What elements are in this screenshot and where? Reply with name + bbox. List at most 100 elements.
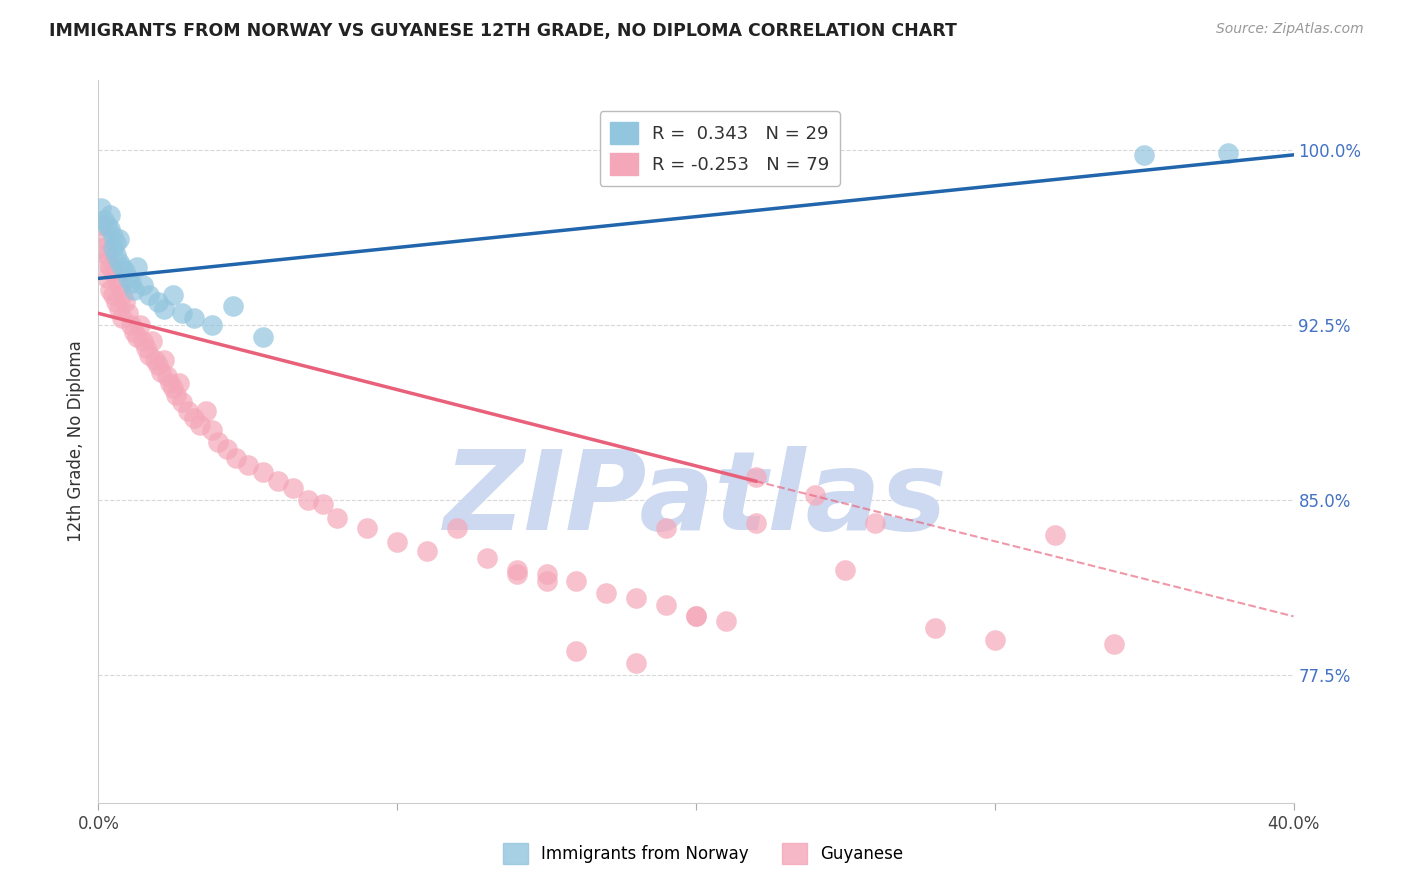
Point — [326, 511, 349, 525]
Point — [132, 334, 155, 349]
Point — [714, 614, 737, 628]
Point — [120, 276, 142, 290]
Point — [225, 450, 247, 465]
Point — [96, 248, 118, 262]
Point — [148, 294, 170, 309]
Point — [356, 521, 378, 535]
Point — [565, 644, 588, 658]
Point — [105, 236, 128, 251]
Point — [183, 411, 205, 425]
Point — [135, 341, 157, 355]
Point — [685, 609, 707, 624]
Point — [98, 222, 122, 236]
Point — [165, 388, 187, 402]
Point — [804, 488, 827, 502]
Point — [148, 358, 170, 372]
Point — [117, 306, 139, 320]
Point — [141, 334, 163, 349]
Point — [108, 278, 131, 293]
Point — [103, 264, 125, 278]
Point — [150, 365, 173, 379]
Point — [1104, 637, 1126, 651]
Point — [267, 474, 290, 488]
Point — [215, 442, 238, 456]
Point — [311, 498, 333, 512]
Legend: R =  0.343   N = 29, R = -0.253   N = 79: R = 0.343 N = 29, R = -0.253 N = 79 — [599, 111, 841, 186]
Legend: Immigrants from Norway, Guyanese: Immigrants from Norway, Guyanese — [496, 837, 910, 871]
Point — [446, 521, 468, 535]
Point — [127, 329, 149, 343]
Point — [685, 609, 707, 624]
Point — [111, 287, 134, 301]
Point — [90, 202, 112, 216]
Point — [565, 574, 588, 589]
Point — [93, 213, 115, 227]
Point — [153, 353, 176, 368]
Point — [252, 465, 274, 479]
Point — [167, 376, 190, 391]
Point — [105, 294, 128, 309]
Point — [111, 260, 134, 274]
Point — [416, 544, 439, 558]
Point — [108, 301, 131, 316]
Point — [129, 318, 152, 332]
Point — [90, 218, 112, 232]
Point — [236, 458, 259, 472]
Point — [96, 271, 118, 285]
Point — [207, 434, 229, 449]
Point — [385, 534, 409, 549]
Point — [143, 353, 166, 368]
Point — [114, 294, 136, 309]
Point — [506, 567, 529, 582]
Point — [745, 469, 768, 483]
Point — [138, 287, 160, 301]
Point — [153, 301, 176, 316]
Point — [103, 229, 125, 244]
Point — [188, 418, 211, 433]
Point — [162, 381, 184, 395]
Point — [536, 574, 558, 589]
Point — [172, 306, 194, 320]
Point — [132, 278, 155, 293]
Point — [195, 404, 218, 418]
Point — [201, 423, 224, 437]
Point — [159, 376, 181, 391]
Point — [156, 369, 179, 384]
Point — [96, 218, 118, 232]
Point — [183, 311, 205, 326]
Point — [1133, 148, 1156, 162]
Point — [108, 232, 131, 246]
Point — [626, 591, 648, 605]
Point — [506, 563, 529, 577]
Point — [281, 481, 304, 495]
Point — [984, 632, 1007, 647]
Point — [834, 563, 856, 577]
Point — [1043, 528, 1066, 542]
Point — [93, 255, 115, 269]
Point — [222, 299, 245, 313]
Y-axis label: 12th Grade, No Diploma: 12th Grade, No Diploma — [66, 341, 84, 542]
Point — [124, 283, 146, 297]
Point — [98, 283, 122, 297]
Point — [924, 621, 946, 635]
Point — [172, 395, 194, 409]
Point — [745, 516, 768, 530]
Point — [93, 232, 115, 246]
Point — [162, 287, 184, 301]
Point — [655, 598, 678, 612]
Point — [475, 551, 498, 566]
Point — [98, 209, 122, 223]
Point — [111, 311, 134, 326]
Point — [865, 516, 887, 530]
Text: ZIPatlas: ZIPatlas — [444, 446, 948, 553]
Point — [297, 492, 319, 507]
Point — [105, 271, 128, 285]
Point — [98, 260, 122, 274]
Point — [138, 348, 160, 362]
Point — [120, 318, 142, 332]
Point — [1216, 145, 1239, 160]
Text: IMMIGRANTS FROM NORWAY VS GUYANESE 12TH GRADE, NO DIPLOMA CORRELATION CHART: IMMIGRANTS FROM NORWAY VS GUYANESE 12TH … — [49, 22, 957, 40]
Point — [108, 255, 131, 269]
Point — [105, 248, 128, 262]
Point — [536, 567, 558, 582]
